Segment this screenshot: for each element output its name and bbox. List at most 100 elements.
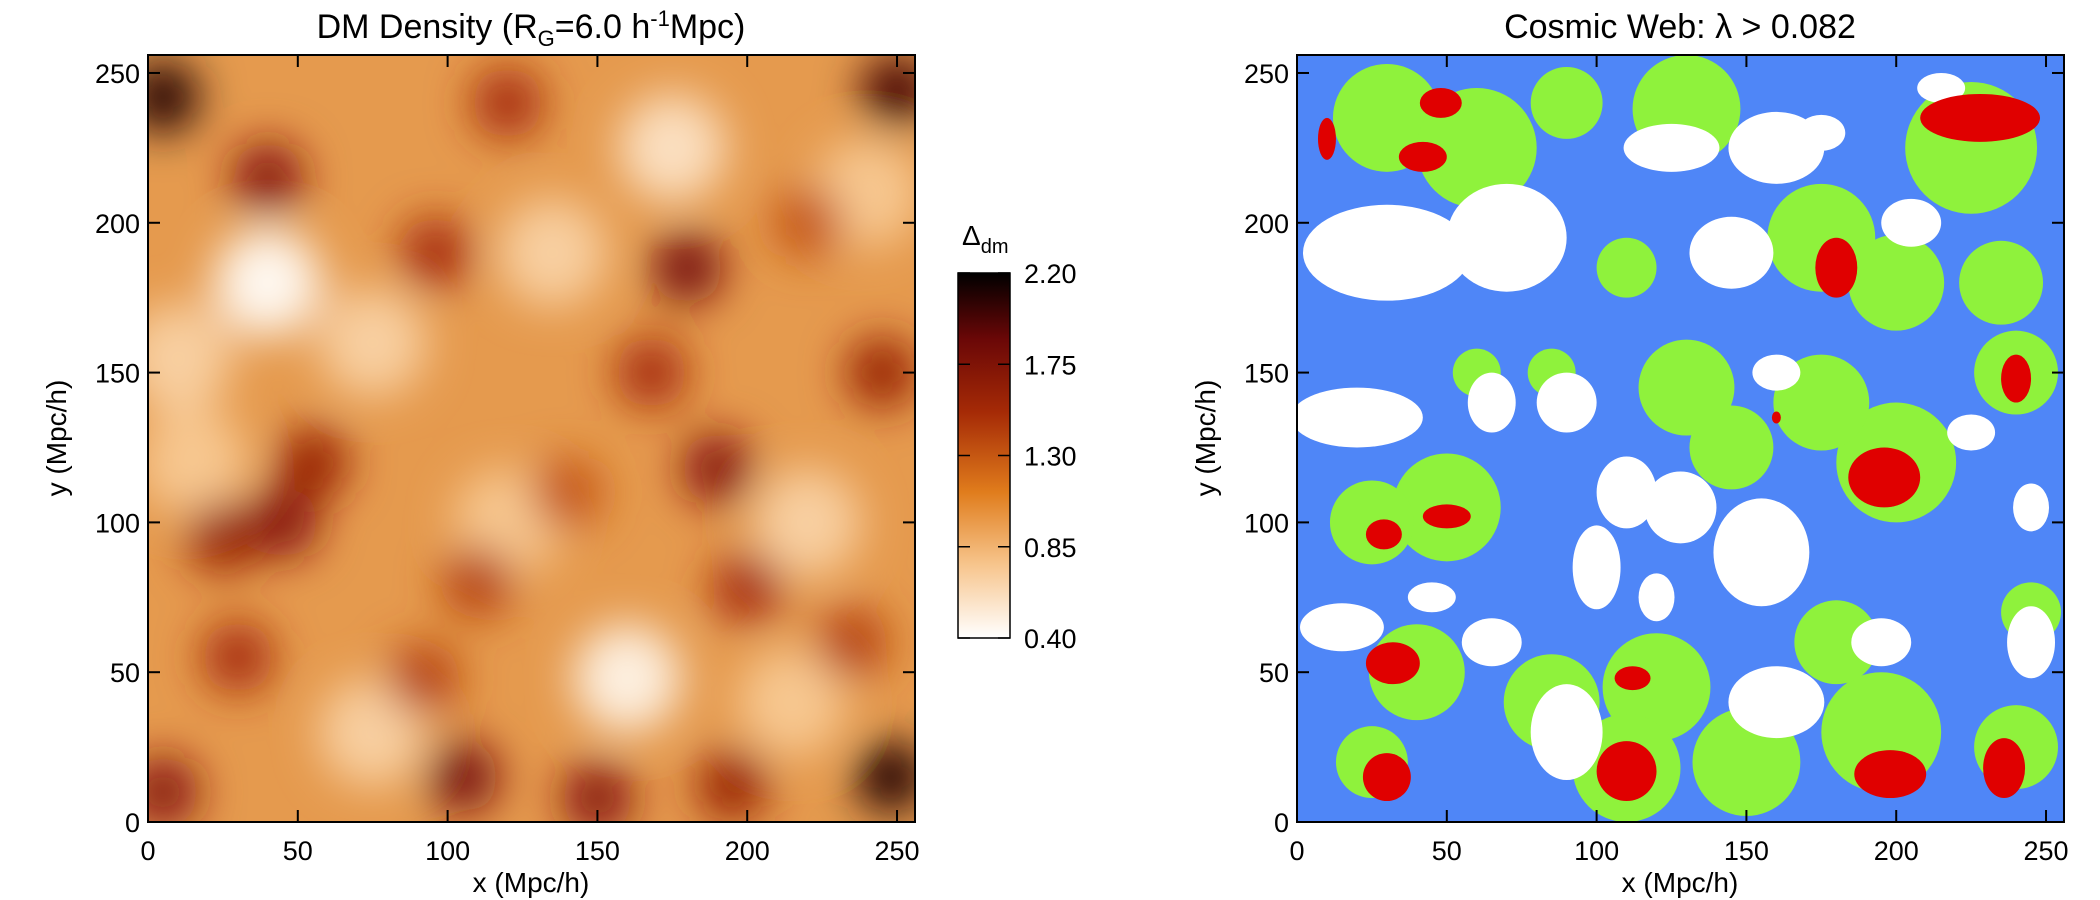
density-peak bbox=[561, 762, 634, 822]
knot-region bbox=[1365, 642, 1420, 685]
void-region bbox=[1881, 198, 1942, 247]
void-region bbox=[1467, 372, 1516, 433]
knot-region bbox=[1848, 447, 1921, 508]
colorbar-subscript: dm bbox=[981, 236, 1009, 258]
colorbar-tick-label: 0.40 bbox=[1024, 624, 1077, 654]
void-region bbox=[1851, 618, 1912, 667]
x-tick-label: 100 bbox=[1574, 836, 1619, 866]
void-region bbox=[1299, 603, 1384, 652]
density-peak bbox=[276, 426, 349, 499]
knot-region bbox=[1398, 141, 1447, 172]
colorbar-label: Δdm bbox=[962, 220, 1009, 258]
knot-region bbox=[1920, 93, 2041, 142]
density-peak bbox=[387, 642, 460, 715]
knot-region bbox=[1771, 411, 1781, 424]
cosmic-web-y-ticks: 0 50 100 150 200 250 bbox=[1244, 59, 2064, 838]
title-end: Mpc) bbox=[670, 8, 746, 46]
filament-region bbox=[1794, 600, 1879, 685]
density-peak bbox=[426, 741, 499, 814]
density-y-label: y (Mpc/h) bbox=[41, 380, 72, 497]
void-region bbox=[1596, 456, 1657, 529]
void-region bbox=[1297, 387, 1423, 448]
y-tick-label: 250 bbox=[95, 59, 140, 89]
void-region bbox=[1446, 183, 1567, 292]
void-region bbox=[1752, 354, 1801, 391]
filament-region bbox=[1848, 234, 1945, 331]
void-region bbox=[1623, 123, 1720, 172]
cosmic-web-title: Cosmic Web: λ > 0.082 bbox=[1504, 8, 1856, 46]
title-subscript: G bbox=[538, 26, 555, 51]
colorbar-tick-label: 0.85 bbox=[1024, 533, 1077, 563]
void-regions bbox=[1297, 72, 2056, 781]
void-region bbox=[1638, 573, 1675, 622]
title-superscript: -1 bbox=[650, 6, 670, 31]
void-region bbox=[1713, 498, 1810, 607]
density-peak bbox=[846, 336, 915, 409]
knot-region bbox=[2001, 354, 2032, 403]
y-tick-label: 250 bbox=[1244, 59, 1289, 89]
title-main: DM Density (R bbox=[317, 8, 538, 46]
knot-region bbox=[1317, 117, 1336, 160]
cosmic-web-panel: Cosmic Web: λ > 0.082 0 50 100 150 200 250 0 5… bbox=[1190, 8, 2069, 898]
density-peak bbox=[186, 501, 259, 574]
void-blob bbox=[498, 198, 607, 307]
void-region bbox=[1461, 618, 1522, 667]
void-region bbox=[1302, 204, 1471, 301]
void-region bbox=[1689, 216, 1774, 289]
void-region bbox=[1407, 582, 1456, 613]
void-blob bbox=[753, 468, 862, 577]
y-tick-label: 100 bbox=[1244, 508, 1289, 538]
knot-regions bbox=[1317, 87, 2041, 802]
density-peak bbox=[771, 186, 844, 259]
x-tick-label: 200 bbox=[1874, 836, 1919, 866]
void-blob bbox=[618, 93, 727, 202]
y-tick-label: 100 bbox=[95, 508, 140, 538]
density-peak bbox=[711, 552, 784, 625]
x-tick-label: 250 bbox=[2023, 836, 2068, 866]
filament-region bbox=[1329, 480, 1414, 565]
title-mid: =6.0 h bbox=[555, 8, 650, 46]
density-peak bbox=[696, 750, 769, 822]
density-x-label: x (Mpc/h) bbox=[473, 867, 590, 898]
density-field bbox=[148, 55, 915, 822]
x-tick-label: 0 bbox=[1289, 836, 1304, 866]
x-tick-label: 150 bbox=[1724, 836, 1769, 866]
void-region bbox=[1536, 372, 1597, 433]
x-tick-label: 50 bbox=[283, 836, 313, 866]
density-peak bbox=[246, 486, 319, 559]
density-plot-frame bbox=[147, 54, 916, 823]
void-blob bbox=[318, 288, 427, 397]
void-blob bbox=[213, 228, 322, 337]
colorbar-tick-label: 1.75 bbox=[1024, 350, 1077, 380]
y-tick-label: 150 bbox=[1244, 359, 1289, 389]
x-tick-label: 250 bbox=[874, 836, 919, 866]
colorbar-symbol: Δ bbox=[962, 220, 981, 251]
knot-region bbox=[1362, 753, 1411, 802]
knot-region bbox=[1596, 741, 1657, 802]
density-peak bbox=[148, 756, 199, 822]
cosmic-web-x-ticks: 0 50 100 150 200 250 bbox=[1289, 55, 2069, 866]
knot-region bbox=[1419, 87, 1462, 118]
cosmic-web-y-label: y (Mpc/h) bbox=[1190, 380, 1221, 497]
colorbar-ticks: 2.20 1.75 1.30 0.85 0.40 bbox=[958, 259, 1077, 654]
y-tick-label: 150 bbox=[95, 359, 140, 389]
filament-region bbox=[1530, 66, 1603, 139]
density-peak bbox=[651, 231, 724, 304]
density-peak bbox=[615, 336, 688, 409]
void-blob bbox=[148, 303, 232, 412]
x-tick-label: 150 bbox=[575, 836, 620, 866]
colorbar-tick-label: 2.20 bbox=[1024, 259, 1077, 289]
density-y-ticks: 0 50 100 150 200 250 bbox=[95, 59, 915, 838]
void-region bbox=[1728, 666, 1825, 739]
void-region bbox=[1572, 525, 1621, 610]
void-region bbox=[2007, 606, 2056, 679]
cosmic-web-x-label: x (Mpc/h) bbox=[1622, 867, 1739, 898]
knot-region bbox=[1854, 750, 1927, 799]
filament-region bbox=[1602, 633, 1711, 742]
void-region bbox=[1917, 72, 1966, 103]
y-tick-label: 0 bbox=[125, 808, 140, 838]
density-peak bbox=[471, 66, 544, 139]
density-x-ticks: 0 50 100 150 200 250 bbox=[140, 55, 920, 866]
density-panel: DM Density (RG=6.0 h-1Mpc) 0 50 100 150 200 2… bbox=[41, 6, 920, 898]
